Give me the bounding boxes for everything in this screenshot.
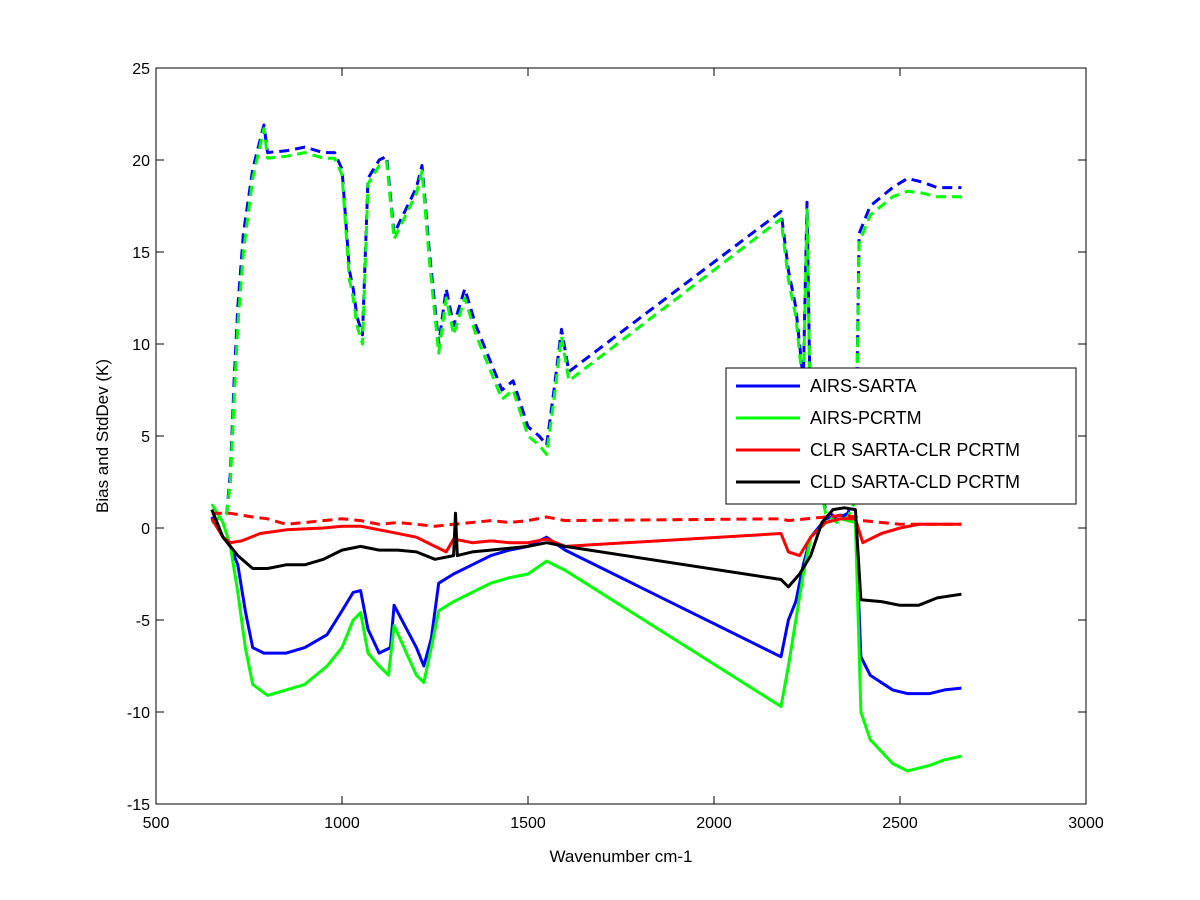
x-tick-label: 500 xyxy=(143,815,170,832)
y-tick-label: -5 xyxy=(136,613,150,630)
x-tick-label: 2500 xyxy=(882,815,918,832)
legend: AIRS-SARTA AIRS-PCRTM CLR SARTA-CLR PCRTM C… xyxy=(725,367,1077,505)
axes-layer: 500 1000 1500 2000 2500 3000 -15 -10 -5 0 5 10 15 20 2… xyxy=(127,61,1104,832)
y-tick-label: 5 xyxy=(141,429,150,446)
x-axis-label: Wavenumber cm-1 xyxy=(550,847,693,866)
x-tick-label: 1500 xyxy=(510,815,546,832)
x-tick-label: 2000 xyxy=(696,815,732,832)
y-tick-label: 25 xyxy=(132,61,150,78)
y-tick-label: 20 xyxy=(132,153,150,170)
clr-sarta-clr-pcrtm-bias-line xyxy=(210,517,962,558)
legend-label: CLD SARTA-CLD PCRTM xyxy=(810,472,1020,492)
y-axis-label: Bias and StdDev (K) xyxy=(93,359,112,513)
legend-label: AIRS-PCRTM xyxy=(810,408,922,428)
series-layer xyxy=(210,123,962,773)
y-tick-label: 10 xyxy=(132,337,150,354)
legend-label: AIRS-SARTA xyxy=(810,376,916,396)
y-tick-label: 0 xyxy=(141,521,150,538)
y-tick-label: -10 xyxy=(127,705,150,722)
y-tick-label: 15 xyxy=(132,245,150,262)
legend-label: CLR SARTA-CLR PCRTM xyxy=(810,440,1020,460)
x-tick-label: 1000 xyxy=(324,815,360,832)
cld-sarta-cld-pcrtm-bias-line xyxy=(210,506,962,607)
y-tick-label: -15 xyxy=(127,797,150,814)
clr-sarta-clr-pcrtm-stddev-line xyxy=(211,511,962,528)
x-tick-label: 3000 xyxy=(1068,815,1104,832)
